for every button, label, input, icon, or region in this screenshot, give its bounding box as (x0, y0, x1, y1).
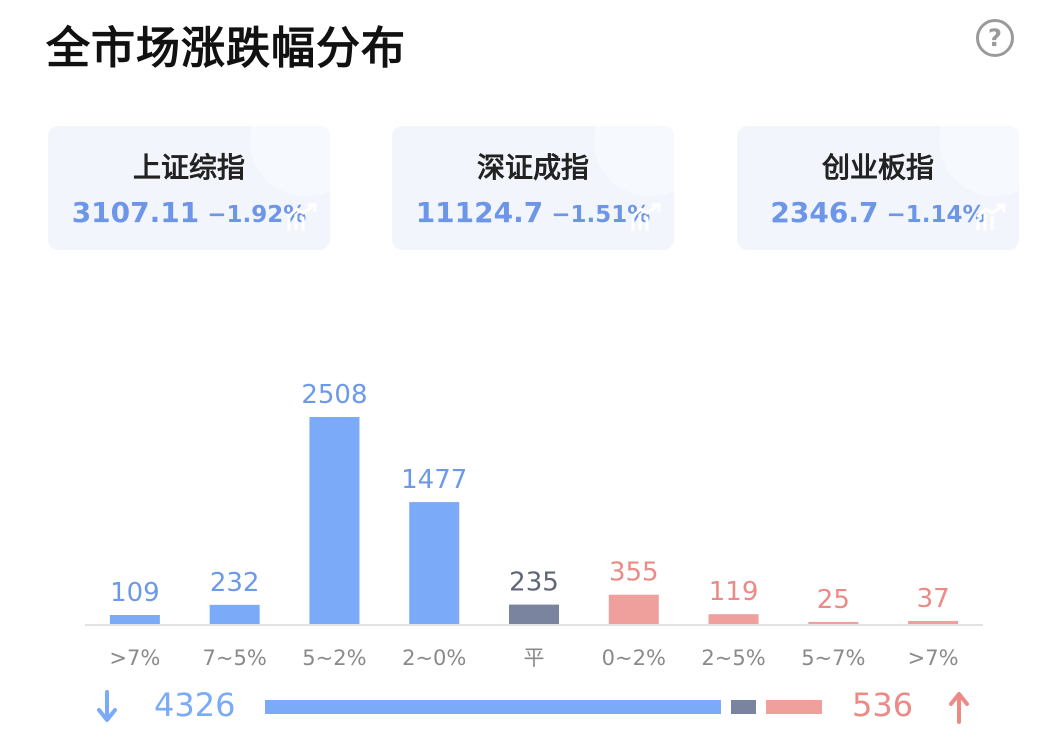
data-label: 2508 (301, 380, 367, 410)
index-name: 上证综指 (132, 151, 245, 184)
down-count: 4326 (154, 686, 236, 724)
index-change: −1.14% (886, 202, 986, 228)
trend-chart-icon (287, 203, 317, 231)
index-value: 2346.7 (770, 196, 879, 229)
tick-label: 2~5% (701, 646, 765, 670)
bar (309, 417, 360, 624)
tick-label: 2~0% (402, 646, 466, 670)
index-name: 深证成指 (476, 151, 589, 184)
bar (908, 620, 959, 624)
distribution-chart: 109 >7% 232 7~5% 2508 5~2% 1477 2~0% 235 平 355 0~2%… (85, 380, 983, 670)
index-value: 11124.7 (415, 196, 544, 229)
summary-bar-flat (730, 700, 756, 714)
bar (509, 604, 559, 624)
data-label: 37 (917, 584, 950, 614)
arrow-up-icon (949, 692, 969, 724)
bar (109, 615, 160, 624)
tick-label: 7~5% (203, 646, 267, 670)
index-name: 创业板指 (821, 151, 934, 184)
data-label: 119 (709, 577, 759, 607)
data-label: 1477 (401, 465, 467, 495)
page-title: 全市场涨跌幅分布 (46, 23, 406, 74)
tick-label: >7% (908, 646, 959, 670)
index-value: 3107.11 (71, 196, 200, 229)
bar (708, 614, 759, 624)
data-label: 355 (609, 558, 659, 588)
tick-label: 0~2% (602, 646, 666, 670)
bar (409, 502, 460, 624)
question-circle-icon[interactable]: ? (976, 19, 1014, 57)
index-card-sh[interactable]: 上证综指 3107.11 −1.92% (48, 126, 330, 250)
trend-chart-icon (631, 203, 661, 231)
bar (808, 621, 859, 624)
summary-bar-up (765, 700, 822, 714)
tick-label: >7% (109, 646, 160, 670)
up-count: 536 (852, 686, 914, 724)
trend-chart-icon (976, 203, 1006, 231)
data-label: 109 (110, 578, 160, 608)
index-card-cyb[interactable]: 创业板指 2346.7 −1.14% (737, 126, 1019, 250)
data-label: 232 (210, 568, 260, 598)
bar (209, 604, 260, 624)
data-label: 25 (817, 585, 850, 615)
arrow-down-icon (97, 690, 117, 722)
summary-bar-down (265, 700, 721, 714)
bar (608, 594, 659, 624)
tick-label: 平 (524, 646, 545, 670)
tick-label: 5~7% (801, 646, 865, 670)
data-label: 235 (509, 568, 559, 598)
tick-label: 5~2% (302, 646, 366, 670)
index-card-sz[interactable]: 深证成指 11124.7 −1.51% (392, 126, 674, 250)
